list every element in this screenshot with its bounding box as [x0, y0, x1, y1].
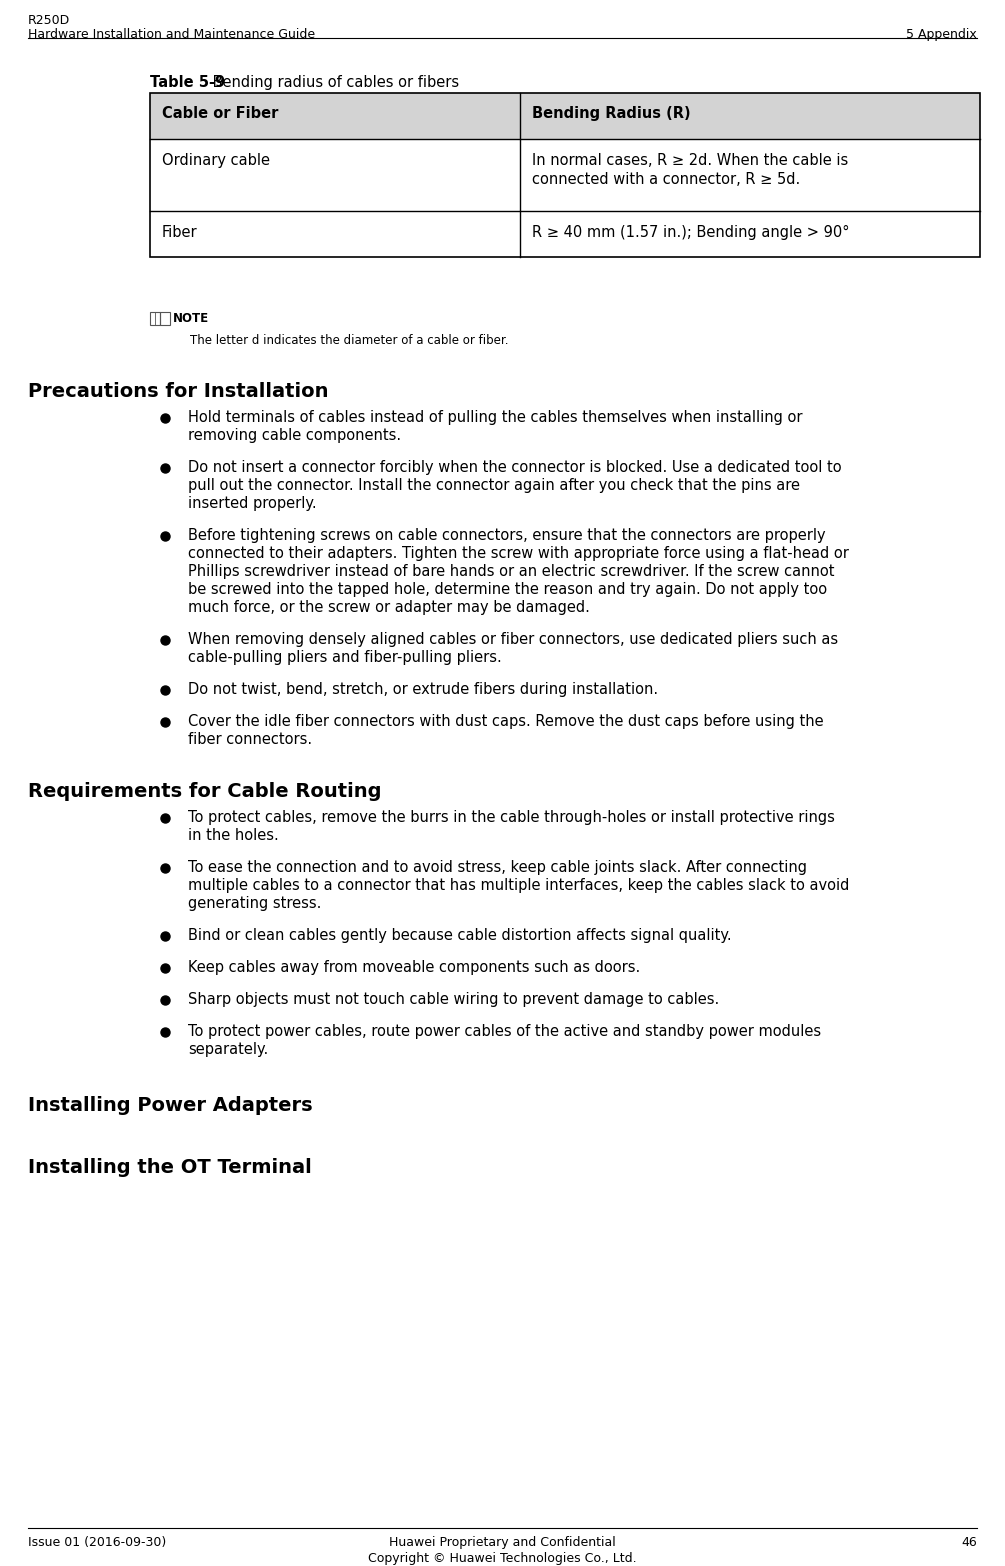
- Bar: [150, 312, 160, 326]
- Text: In normal cases, R ≥ 2d. When the cable is: In normal cases, R ≥ 2d. When the cable …: [532, 153, 848, 168]
- Text: Cover the idle fiber connectors with dust caps. Remove the dust caps before usin: Cover the idle fiber connectors with dus…: [188, 714, 824, 730]
- Text: Before tightening screws on cable connectors, ensure that the connectors are pro: Before tightening screws on cable connec…: [188, 528, 826, 543]
- Text: Do not twist, bend, stretch, or extrude fibers during installation.: Do not twist, bend, stretch, or extrude …: [188, 683, 658, 697]
- Text: To protect cables, remove the burrs in the cable through-holes or install protec: To protect cables, remove the burrs in t…: [188, 810, 835, 825]
- Text: The letter d indicates the diameter of a cable or fiber.: The letter d indicates the diameter of a…: [190, 334, 509, 348]
- Text: Do not insert a connector forcibly when the connector is blocked. Use a dedicate: Do not insert a connector forcibly when …: [188, 460, 841, 474]
- Text: connected to their adapters. Tighten the screw with appropriate force using a fl: connected to their adapters. Tighten the…: [188, 547, 849, 561]
- Text: NOTE: NOTE: [173, 312, 209, 326]
- Text: Bending radius of cables or fibers: Bending radius of cables or fibers: [208, 75, 459, 89]
- Text: Bending Radius (R): Bending Radius (R): [532, 106, 690, 121]
- Text: inserted properly.: inserted properly.: [188, 496, 317, 511]
- Text: Table 5-9: Table 5-9: [150, 75, 225, 89]
- Text: Keep cables away from moveable components such as doors.: Keep cables away from moveable component…: [188, 960, 640, 976]
- Text: R250D: R250D: [28, 14, 70, 27]
- Text: much force, or the screw or adapter may be damaged.: much force, or the screw or adapter may …: [188, 600, 590, 615]
- Text: To ease the connection and to avoid stress, keep cable joints slack. After conne: To ease the connection and to avoid stre…: [188, 860, 807, 875]
- Text: be screwed into the tapped hole, determine the reason and try again. Do not appl: be screwed into the tapped hole, determi…: [188, 583, 827, 597]
- Text: 5 Appendix: 5 Appendix: [907, 28, 977, 41]
- Text: 46: 46: [961, 1536, 977, 1549]
- Text: Issue 01 (2016-09-30): Issue 01 (2016-09-30): [28, 1536, 166, 1549]
- Text: Huawei Proprietary and Confidential: Huawei Proprietary and Confidential: [389, 1536, 615, 1549]
- Text: pull out the connector. Install the connector again after you check that the pin: pull out the connector. Install the conn…: [188, 478, 800, 493]
- Text: Fiber: Fiber: [162, 226, 198, 240]
- Text: generating stress.: generating stress.: [188, 896, 322, 911]
- Bar: [150, 92, 980, 139]
- Text: Hold terminals of cables instead of pulling the cables themselves when installin: Hold terminals of cables instead of pull…: [188, 410, 803, 424]
- Text: Installing Power Adapters: Installing Power Adapters: [28, 1096, 313, 1115]
- Text: Bind or clean cables gently because cable distortion affects signal quality.: Bind or clean cables gently because cabl…: [188, 929, 732, 943]
- Text: R ≥ 40 mm (1.57 in.); Bending angle > 90°: R ≥ 40 mm (1.57 in.); Bending angle > 90…: [532, 226, 849, 240]
- Text: Ordinary cable: Ordinary cable: [162, 153, 270, 168]
- Text: connected with a connector, R ≥ 5d.: connected with a connector, R ≥ 5d.: [532, 172, 800, 186]
- Text: Phillips screwdriver instead of bare hands or an electric screwdriver. If the sc: Phillips screwdriver instead of bare han…: [188, 564, 834, 579]
- Text: Precautions for Installation: Precautions for Installation: [28, 382, 329, 401]
- Bar: [160, 312, 170, 326]
- Text: Cable or Fiber: Cable or Fiber: [162, 106, 278, 121]
- Text: separately.: separately.: [188, 1041, 268, 1057]
- Text: Hardware Installation and Maintenance Guide: Hardware Installation and Maintenance Gu…: [28, 28, 316, 41]
- Text: Copyright © Huawei Technologies Co., Ltd.: Copyright © Huawei Technologies Co., Ltd…: [368, 1552, 636, 1564]
- Text: Sharp objects must not touch cable wiring to prevent damage to cables.: Sharp objects must not touch cable wirin…: [188, 991, 720, 1007]
- Text: cable-pulling pliers and fiber-pulling pliers.: cable-pulling pliers and fiber-pulling p…: [188, 650, 501, 666]
- Text: To protect power cables, route power cables of the active and standby power modu: To protect power cables, route power cab…: [188, 1024, 821, 1038]
- Text: in the holes.: in the holes.: [188, 828, 278, 843]
- Text: removing cable components.: removing cable components.: [188, 428, 401, 443]
- Text: Installing the OT Terminal: Installing the OT Terminal: [28, 1157, 312, 1178]
- Text: Requirements for Cable Routing: Requirements for Cable Routing: [28, 781, 382, 800]
- Bar: [150, 92, 980, 257]
- Text: fiber connectors.: fiber connectors.: [188, 731, 313, 747]
- Text: When removing densely aligned cables or fiber connectors, use dedicated pliers s: When removing densely aligned cables or …: [188, 633, 838, 647]
- Text: multiple cables to a connector that has multiple interfaces, keep the cables sla: multiple cables to a connector that has …: [188, 879, 849, 893]
